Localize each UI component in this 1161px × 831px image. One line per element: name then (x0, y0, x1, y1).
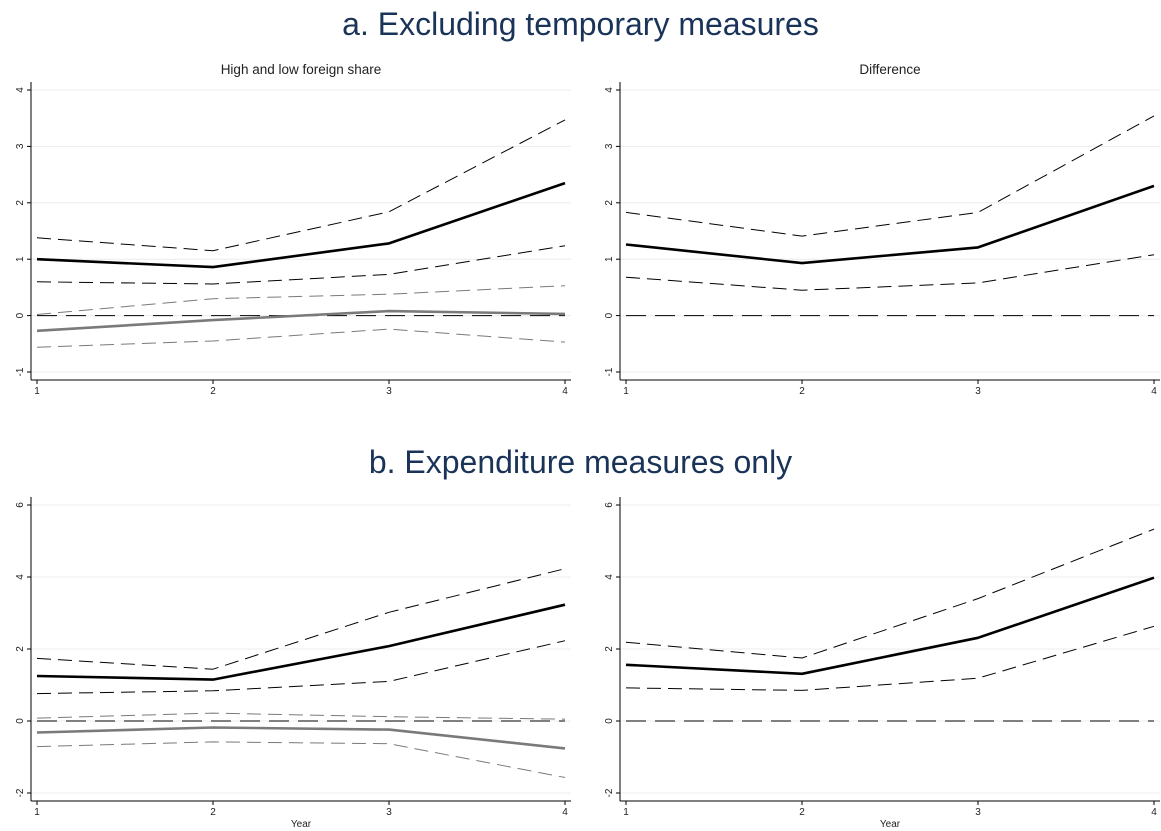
x-axis-label: Year (291, 819, 312, 830)
y-tick-label: 0 (604, 718, 615, 724)
series-line-2 (625, 115, 1155, 237)
x-tick-label: 2 (799, 807, 805, 818)
series-line-6 (36, 741, 566, 778)
x-tick-label: 3 (975, 807, 981, 818)
y-tick-label: 0 (604, 312, 615, 318)
y-tick-label: -2 (15, 788, 26, 797)
chart-panel-4: -2 0 2 4 6 1 2 3 4 Year (604, 497, 1160, 830)
y-tick-label: 2 (604, 200, 615, 206)
section-a-title: a. Excluding temporary measures (342, 6, 819, 42)
series-line-3 (36, 640, 566, 695)
x-tick-label: 3 (386, 807, 392, 818)
series-line-2 (625, 528, 1155, 659)
chart-panel-3: -2 0 2 4 6 1 2 3 4 Year (15, 497, 571, 830)
x-tick-label: 1 (623, 386, 629, 397)
y-tick-label: 2 (15, 646, 26, 652)
y-tick-label: -1 (604, 367, 615, 376)
series-line-3 (36, 245, 566, 285)
y-tick-label: 3 (15, 143, 26, 149)
y-tick-label: 0 (15, 312, 26, 318)
section-b-title: b. Expenditure measures only (368, 444, 793, 480)
y-tick-label: 4 (604, 87, 615, 93)
series-line-6 (36, 328, 566, 348)
x-tick-label: 4 (1151, 386, 1157, 397)
series-line-1 (625, 184, 1155, 265)
x-tick-label: 3 (975, 386, 981, 397)
series-line-2 (36, 568, 566, 670)
y-tick-label: 0 (15, 718, 26, 724)
y-tick-label: 4 (15, 87, 26, 93)
y-tick-label: 1 (604, 256, 615, 262)
series-line-5 (36, 712, 566, 720)
x-tick-label: 4 (562, 807, 568, 818)
series-line-5 (36, 285, 566, 315)
x-tick-label: 4 (1151, 807, 1157, 818)
chart-panel-2: -1 0 1 2 3 4 1 2 3 4 Difference (604, 62, 1160, 397)
x-tick-label: 4 (562, 386, 568, 397)
series-line-4 (36, 726, 566, 750)
panel-title: Difference (859, 62, 920, 77)
panel-title: High and low foreign share (221, 62, 382, 77)
x-tick-label: 1 (34, 807, 40, 818)
series-line-1 (625, 576, 1155, 676)
x-tick-label: 3 (386, 386, 392, 397)
y-tick-label: -1 (15, 367, 26, 376)
y-tick-label: 1 (15, 256, 26, 262)
y-tick-label: 2 (604, 646, 615, 652)
x-tick-label: 1 (623, 807, 629, 818)
y-tick-label: 6 (15, 502, 26, 508)
y-tick-label: -2 (604, 788, 615, 797)
series-line-3 (625, 625, 1155, 691)
y-tick-label: 4 (15, 574, 26, 580)
y-tick-label: 4 (604, 574, 615, 580)
x-tick-label: 2 (210, 386, 216, 397)
series-line-2 (36, 119, 566, 252)
series-line-3 (625, 254, 1155, 291)
x-tick-label: 2 (210, 807, 216, 818)
y-tick-label: 3 (604, 143, 615, 149)
x-tick-label: 1 (34, 386, 40, 397)
series-line-1 (36, 181, 566, 269)
chart-panel-1: -1 0 1 2 3 4 1 2 3 4 High and low foreign share (15, 62, 571, 397)
y-tick-label: 2 (15, 200, 26, 206)
x-tick-label: 2 (799, 386, 805, 397)
y-tick-label: 6 (604, 502, 615, 508)
series-line-4 (36, 309, 566, 333)
x-axis-label: Year (880, 819, 901, 830)
series-line-1 (36, 603, 566, 681)
